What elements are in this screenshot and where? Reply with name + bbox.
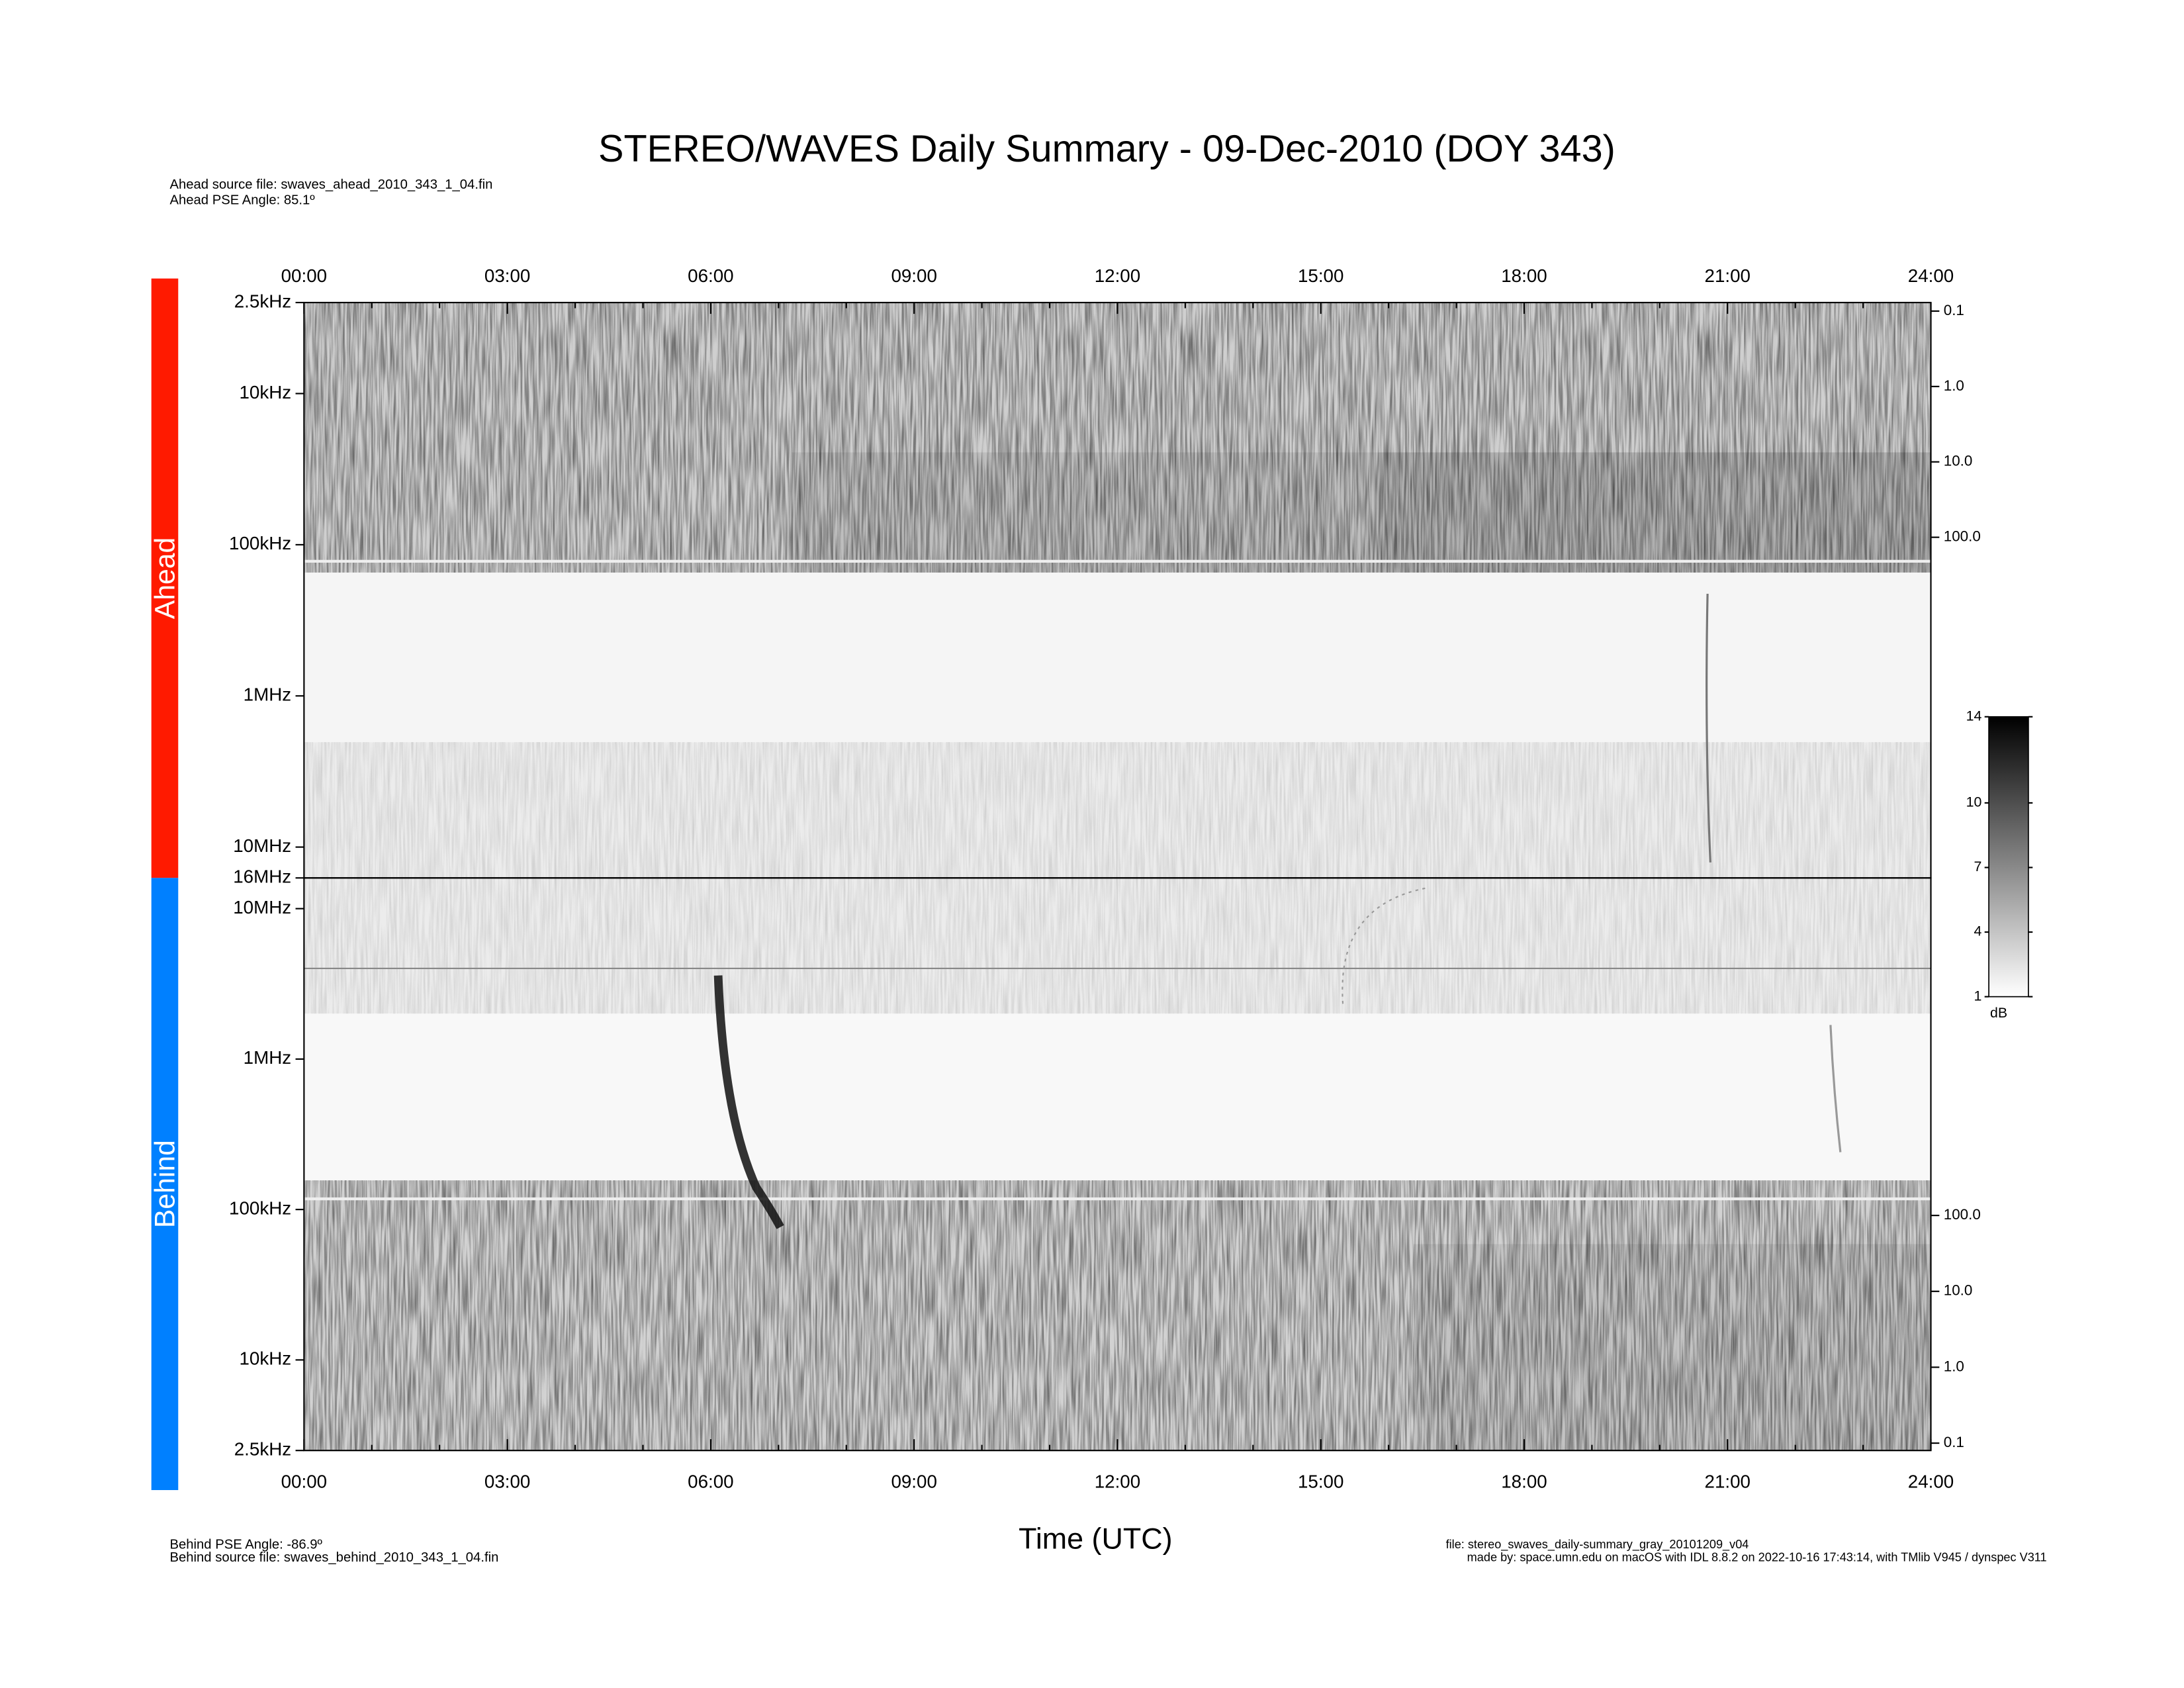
colorbar-tick-label: 1 [1974,988,1982,1004]
x-axis-label: Time (UTC) [1019,1522,1172,1556]
x-tick-label: 06:00 [688,1472,733,1492]
y2-tick-label: 0.1 [1944,1434,1964,1450]
x-tick-label: 15:00 [1298,1472,1343,1492]
y-tick-label: 16MHz [233,867,291,887]
note: Behind PSE Angle: -86.9º [169,1538,322,1552]
chart-title: STEREO/WAVES Daily Summary - 09-Dec-2010… [598,128,1615,170]
colorbar [1988,716,2029,998]
spectrogram-texture [304,303,1931,1451]
x-tick-label: 09:00 [891,1472,936,1492]
y2-tick-label: 1.0 [1944,1358,1964,1374]
x-tick-label: 24:00 [1908,265,1954,286]
y-tick-label: 1MHz [244,1047,291,1068]
colorbar-label: dB [1990,1005,2007,1021]
x-tick-label: 00:00 [281,265,327,286]
y-tick-label: 10MHz [233,897,291,917]
x-tick-label: 12:00 [1095,1472,1140,1492]
x-tick-label: 21:00 [1705,1472,1751,1492]
x-tick-label: 09:00 [891,265,936,286]
x-tick-label: 03:00 [484,265,530,286]
y-tick-label: 1MHz [244,684,291,705]
y-tick-label: 10kHz [239,382,291,402]
y2-tick-label: 100.0 [1944,1206,1981,1223]
x-tick-label: 12:00 [1095,265,1140,286]
y-tick-label: 10MHz [233,835,291,856]
y2-tick-label: 100.0 [1944,528,1981,545]
x-tick-label: 15:00 [1298,265,1343,286]
panel-label: Ahead [149,538,181,619]
y-tick-label: 2.5kHz [234,291,291,311]
y2-tick-label: 10.0 [1944,453,1973,469]
note: file: stereo_swaves_daily-summary_gray_2… [1446,1538,1749,1552]
note: Ahead PSE Angle: 85.1º [169,193,315,208]
panel-bar [151,278,179,878]
panel-bar [151,878,179,1491]
y2-tick-label: 1.0 [1944,377,1964,394]
colorbar-tick-label: 4 [1974,923,1982,939]
colorbar-tick-label: 10 [1966,794,1982,810]
y-tick-label: 10kHz [239,1348,291,1369]
note: Ahead source file: swaves_ahead_2010_343… [169,177,492,192]
x-tick-label: 18:00 [1501,1472,1547,1492]
colorbar-tick-label: 7 [1974,859,1982,874]
x-tick-label: 00:00 [281,1472,327,1492]
x-tick-label: 21:00 [1705,265,1751,286]
y-tick-label: 2.5kHz [234,1439,291,1460]
note: made by: space.umn.edu on macOS with IDL… [1467,1550,2047,1564]
x-tick-label: 03:00 [484,1472,530,1492]
y2-tick-label: 0.1 [1944,302,1964,318]
y2-tick-label: 10.0 [1944,1282,1973,1299]
y-tick-label: 100kHz [229,533,291,553]
y-tick-label: 100kHz [229,1197,291,1218]
x-tick-label: 18:00 [1501,265,1547,286]
note: Behind source file: swaves_behind_2010_3… [169,1550,498,1565]
panel-label: Behind [149,1140,181,1228]
colorbar-tick-label: 14 [1966,708,1982,724]
x-tick-label: 24:00 [1908,1472,1954,1492]
x-tick-label: 06:00 [688,265,733,286]
